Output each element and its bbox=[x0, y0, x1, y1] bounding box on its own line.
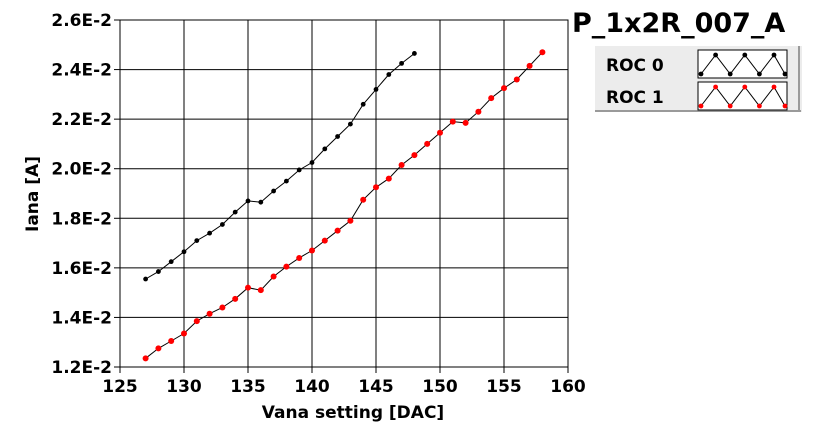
y-tick-label: 2.2E-2 bbox=[51, 110, 112, 130]
data-point bbox=[412, 51, 417, 56]
data-point bbox=[296, 167, 302, 173]
data-point bbox=[284, 178, 289, 184]
data-point bbox=[321, 237, 328, 244]
data-point bbox=[411, 152, 418, 159]
legend-label-roc0: ROC 0 bbox=[606, 56, 664, 76]
y-tick-label: 2.6E-2 bbox=[51, 11, 112, 31]
data-point bbox=[526, 62, 533, 69]
data-point bbox=[322, 146, 328, 152]
data-point bbox=[437, 129, 443, 136]
axis-ticks bbox=[114, 19, 569, 373]
x-axis-title: Vana setting [DAC] bbox=[262, 403, 444, 423]
data-point bbox=[271, 188, 276, 194]
data-point bbox=[296, 254, 303, 261]
x-tick-label: 150 bbox=[422, 377, 458, 397]
data-point bbox=[348, 121, 353, 127]
data-point bbox=[309, 247, 315, 254]
data-point bbox=[283, 263, 290, 270]
legend-swatch-marker bbox=[713, 84, 718, 90]
legend-swatch-marker bbox=[713, 52, 718, 58]
series-line-0 bbox=[145, 53, 415, 280]
data-point bbox=[309, 160, 315, 165]
data-point bbox=[501, 85, 507, 92]
data-point bbox=[513, 76, 520, 83]
legend-swatch-marker bbox=[771, 52, 777, 58]
data-point bbox=[168, 337, 175, 344]
data-point bbox=[143, 276, 149, 282]
data-point bbox=[373, 87, 379, 92]
legend-swatch-marker bbox=[771, 84, 777, 90]
x-tick-label: 155 bbox=[486, 377, 522, 397]
legend-swatch-marker bbox=[698, 71, 704, 77]
legend-swatch-marker bbox=[742, 52, 748, 58]
x-tick-label: 160 bbox=[550, 377, 586, 397]
legend-swatch-marker bbox=[727, 71, 733, 77]
data-point bbox=[206, 310, 213, 317]
data-point bbox=[245, 198, 251, 204]
x-tick-label: 140 bbox=[294, 377, 330, 397]
y-tick-labels: 1.2E-2 1.4E-2 1.6E-2 1.8E-2 2.0E-2 2.2E-2 2.4E… bbox=[51, 11, 112, 378]
x-tick-label: 135 bbox=[230, 377, 266, 397]
y-tick-label: 1.4E-2 bbox=[51, 308, 112, 328]
legend-label-roc1: ROC 1 bbox=[606, 88, 664, 108]
data-point bbox=[232, 295, 239, 302]
data-point bbox=[385, 175, 392, 182]
x-tick-label: 125 bbox=[102, 377, 138, 397]
data-point bbox=[488, 95, 495, 102]
data-point bbox=[168, 259, 174, 265]
data-point bbox=[220, 222, 225, 227]
data-point bbox=[270, 273, 277, 280]
series-layer bbox=[142, 49, 546, 362]
y-tick-label: 1.8E-2 bbox=[51, 209, 112, 229]
x-tick-label: 145 bbox=[358, 377, 394, 397]
legend-swatch-marker bbox=[742, 84, 748, 90]
plot-area bbox=[119, 19, 569, 368]
y-tick-label: 2.0E-2 bbox=[51, 160, 112, 180]
data-point bbox=[257, 287, 264, 294]
data-point bbox=[360, 101, 366, 107]
data-point bbox=[399, 60, 404, 66]
grid-lines bbox=[119, 19, 569, 368]
data-point bbox=[373, 184, 379, 191]
legend: ROC 0 ROC 1 bbox=[595, 46, 802, 112]
x-tick-labels: 125 130 135 140 145 150 155 160 bbox=[102, 377, 586, 397]
data-point bbox=[475, 108, 482, 115]
data-point bbox=[232, 209, 238, 215]
x-tick-label: 130 bbox=[166, 377, 202, 397]
data-point bbox=[142, 355, 149, 362]
data-point bbox=[194, 238, 200, 243]
data-point bbox=[181, 249, 187, 255]
data-point bbox=[462, 119, 469, 126]
data-point bbox=[360, 196, 367, 203]
data-point bbox=[539, 49, 546, 56]
data-point bbox=[156, 269, 161, 274]
chart-title: P_1x2R_007_A bbox=[572, 8, 785, 39]
data-point bbox=[335, 134, 340, 139]
data-point bbox=[155, 345, 162, 352]
data-point bbox=[334, 227, 341, 234]
legend-swatch-marker bbox=[782, 71, 788, 77]
legend-swatch-marker bbox=[727, 103, 733, 109]
data-point bbox=[386, 72, 392, 77]
data-point bbox=[424, 140, 431, 147]
y-tick-label: 2.4E-2 bbox=[51, 61, 112, 81]
legend-swatch-marker bbox=[782, 103, 788, 109]
data-point bbox=[207, 230, 213, 236]
data-point bbox=[245, 284, 251, 291]
data-point bbox=[398, 161, 405, 168]
legend-swatch-marker bbox=[698, 103, 704, 109]
data-point bbox=[449, 118, 456, 125]
legend-swatch-marker bbox=[757, 71, 762, 77]
y-tick-label: 1.6E-2 bbox=[51, 259, 112, 279]
legend-swatch-marker bbox=[757, 103, 762, 109]
data-point bbox=[347, 217, 354, 224]
data-point bbox=[258, 199, 264, 205]
data-point bbox=[181, 330, 187, 337]
y-tick-label: 1.2E-2 bbox=[51, 358, 112, 378]
data-point bbox=[219, 304, 226, 311]
data-point bbox=[193, 318, 200, 325]
y-axis-title: Iana [A] bbox=[23, 156, 43, 232]
